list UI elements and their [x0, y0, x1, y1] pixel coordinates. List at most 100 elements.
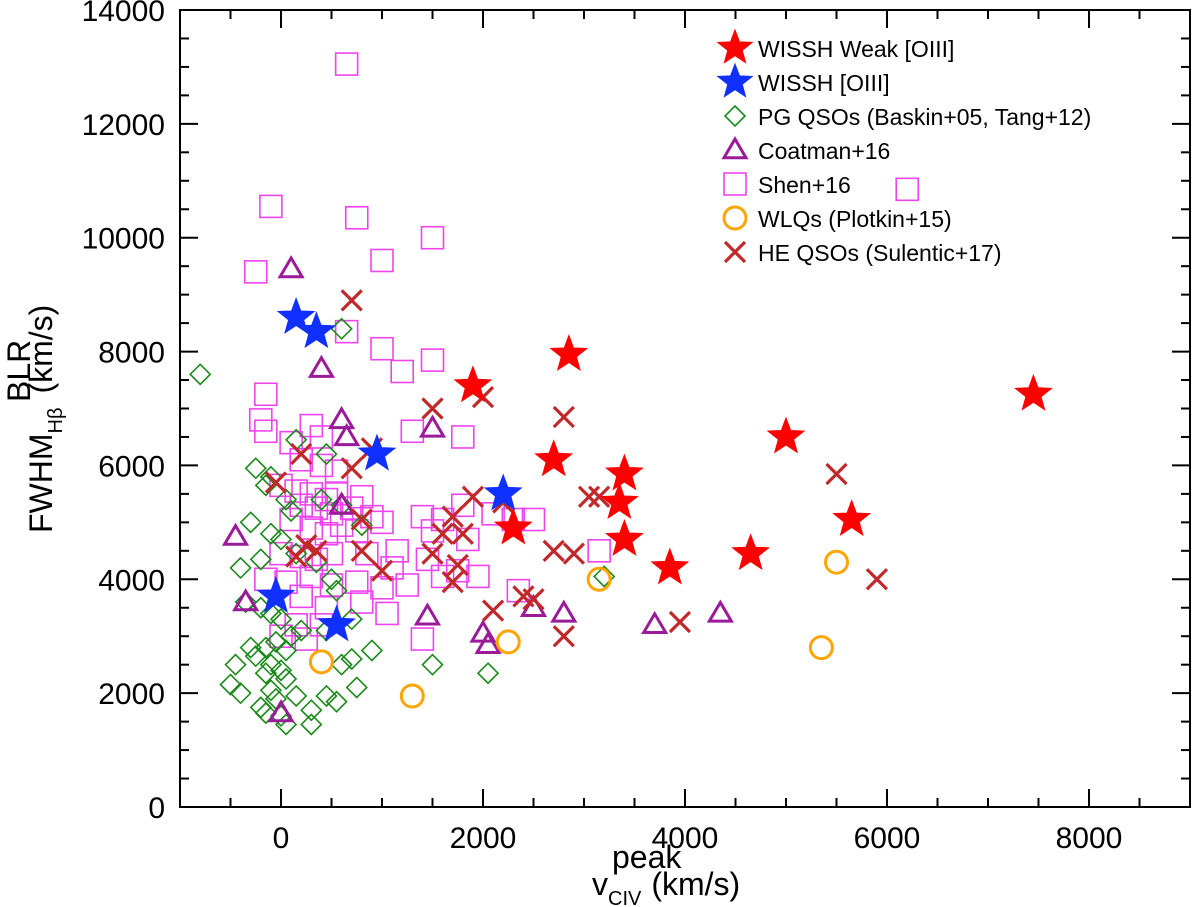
data-point: [299, 564, 324, 589]
data-point: [239, 511, 262, 534]
data-point: [441, 571, 464, 594]
data-point: [825, 462, 848, 486]
data-point: [304, 496, 329, 520]
y-axis-label: FWHMHβ (km/s): [23, 305, 67, 533]
data-point: [641, 610, 669, 635]
data-point: [244, 457, 267, 480]
legend-item: WISSH [OIII]: [716, 62, 890, 98]
data-point: [330, 317, 353, 340]
legend-item: WISSH Weak [OIII]: [716, 28, 954, 64]
data-point: [418, 414, 447, 438]
data-point: [370, 559, 394, 582]
data-point: [355, 541, 379, 566]
data-point: [461, 485, 485, 508]
data-point: [668, 610, 692, 634]
data-point: [330, 653, 353, 676]
data-point: [895, 177, 920, 202]
legend-marker: [716, 62, 754, 98]
y-tick-label: 10000: [82, 223, 165, 256]
data-point: [229, 682, 252, 705]
data-point: [586, 566, 612, 592]
data-point: [274, 488, 298, 511]
data-point: [327, 491, 356, 515]
data-point: [325, 579, 348, 602]
data-point: [221, 522, 250, 546]
x-axis-label-sub: CIV: [608, 888, 642, 907]
data-point: [476, 662, 500, 685]
y-tick-label: 2000: [98, 678, 165, 711]
legend-marker: [723, 240, 747, 264]
data-point: [344, 570, 369, 594]
data-point: [420, 225, 445, 250]
legend-marker: [723, 172, 747, 196]
legend-label: Shen+16: [758, 172, 851, 198]
data-point: [317, 604, 356, 642]
data-point: [234, 590, 257, 614]
legend-label: HE QSOs (Sulentic+17): [758, 240, 1002, 266]
data-point: [269, 541, 293, 566]
data-point: [441, 505, 464, 528]
data-point: [267, 699, 295, 723]
y-axis-label-sub: Hβ: [45, 408, 67, 434]
data-point: [239, 636, 262, 659]
legend-marker: [722, 205, 748, 231]
y-axis-label-main: FWHM: [23, 433, 59, 533]
legend-item: Coatman+16: [721, 136, 890, 164]
data-point: [522, 588, 545, 611]
data-point: [340, 647, 363, 671]
data-point: [534, 439, 574, 477]
y-tick-label: 6000: [98, 450, 165, 483]
data-point: [340, 289, 363, 312]
data-point: [259, 602, 283, 625]
data-point: [279, 507, 303, 532]
data-point: [264, 630, 288, 654]
data-point: [451, 522, 474, 545]
data-point: [244, 645, 267, 668]
data-point: [259, 653, 283, 676]
data-point: [333, 423, 361, 447]
data-point: [290, 442, 313, 466]
data-point: [549, 333, 589, 371]
data-point: [395, 573, 420, 597]
data-point: [277, 255, 305, 279]
data-point: [420, 348, 445, 372]
x-tick-label: 8000: [1056, 822, 1123, 855]
legend-item: PG QSOs (Baskin+05, Tang+12): [723, 104, 1091, 130]
data-point: [430, 564, 455, 589]
data-point: [219, 673, 242, 696]
x-tick-label: 6000: [854, 822, 921, 855]
series-he-qsos-sulentic-17: [264, 289, 889, 648]
data-point: [264, 471, 288, 494]
data-point: [334, 52, 359, 76]
series-pg-qsos-baskin-05-tang-12: [189, 317, 616, 736]
axis-ticks: [179, 9, 1191, 808]
data-point: [577, 485, 601, 508]
data-point: [731, 533, 771, 571]
legend-marker: [723, 104, 747, 128]
x-axis-label-unit: (km/s): [651, 866, 740, 902]
data-point: [305, 539, 328, 562]
data-point: [279, 499, 303, 523]
x-axis-label: vCIV (km/s): [592, 866, 740, 907]
x-tick-label: 2000: [450, 822, 517, 855]
series-wissh-oiii: [256, 296, 523, 642]
data-point: [299, 516, 324, 540]
series-wlqs-plotkin-15: [308, 549, 849, 709]
data-point: [319, 541, 344, 566]
legend-marker: [721, 136, 749, 160]
data-point: [604, 518, 644, 556]
data-point: [421, 653, 444, 676]
data-point: [431, 522, 454, 545]
data-point: [289, 447, 314, 472]
data-point: [865, 568, 889, 591]
data-point: [588, 485, 611, 508]
data-point: [350, 514, 373, 537]
x-axis-label-main: v: [592, 866, 608, 902]
data-point: [285, 545, 308, 568]
data-point: [385, 539, 409, 563]
data-point: [450, 493, 475, 518]
data-point: [327, 405, 356, 430]
data-point: [375, 601, 399, 626]
data-point: [360, 639, 384, 662]
